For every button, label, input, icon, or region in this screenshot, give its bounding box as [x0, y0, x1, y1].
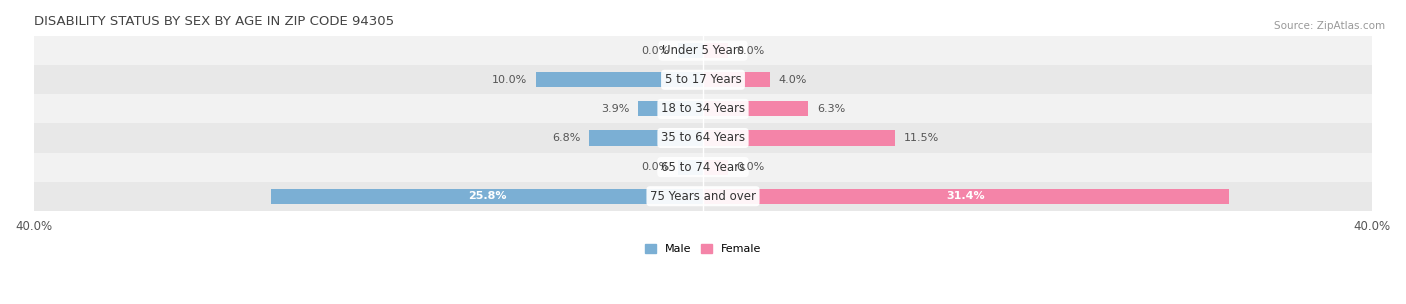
Bar: [34, 153, 1372, 182]
Text: 10.0%: 10.0%: [492, 75, 527, 85]
Text: 5 to 17 Years: 5 to 17 Years: [665, 73, 741, 86]
Bar: [34, 94, 1372, 123]
Text: 3.9%: 3.9%: [600, 104, 630, 114]
Bar: [271, 189, 703, 204]
Bar: [638, 101, 703, 116]
Bar: [34, 65, 1372, 94]
Legend: Male, Female: Male, Female: [645, 244, 761, 254]
Bar: [703, 189, 1229, 204]
Text: 0.0%: 0.0%: [641, 46, 669, 56]
Text: 65 to 74 Years: 65 to 74 Years: [661, 161, 745, 174]
Text: 0.0%: 0.0%: [737, 46, 765, 56]
Bar: [34, 182, 1372, 211]
Bar: [34, 36, 1372, 65]
Bar: [703, 101, 808, 116]
Bar: [703, 160, 728, 175]
Text: 4.0%: 4.0%: [779, 75, 807, 85]
Bar: [678, 43, 703, 58]
Text: 0.0%: 0.0%: [737, 162, 765, 172]
Text: Under 5 Years: Under 5 Years: [662, 44, 744, 57]
Bar: [703, 72, 770, 87]
Bar: [703, 130, 896, 146]
Text: 25.8%: 25.8%: [468, 191, 506, 201]
Text: 6.3%: 6.3%: [817, 104, 845, 114]
Text: 75 Years and over: 75 Years and over: [650, 190, 756, 203]
Text: Source: ZipAtlas.com: Source: ZipAtlas.com: [1274, 21, 1385, 31]
Text: 0.0%: 0.0%: [641, 162, 669, 172]
Text: 11.5%: 11.5%: [904, 133, 939, 143]
Text: 31.4%: 31.4%: [946, 191, 986, 201]
Bar: [589, 130, 703, 146]
Bar: [34, 123, 1372, 153]
Text: 18 to 34 Years: 18 to 34 Years: [661, 102, 745, 116]
Text: DISABILITY STATUS BY SEX BY AGE IN ZIP CODE 94305: DISABILITY STATUS BY SEX BY AGE IN ZIP C…: [34, 15, 394, 28]
Bar: [678, 160, 703, 175]
Text: 35 to 64 Years: 35 to 64 Years: [661, 132, 745, 144]
Bar: [536, 72, 703, 87]
Bar: [703, 43, 728, 58]
Text: 6.8%: 6.8%: [553, 133, 581, 143]
